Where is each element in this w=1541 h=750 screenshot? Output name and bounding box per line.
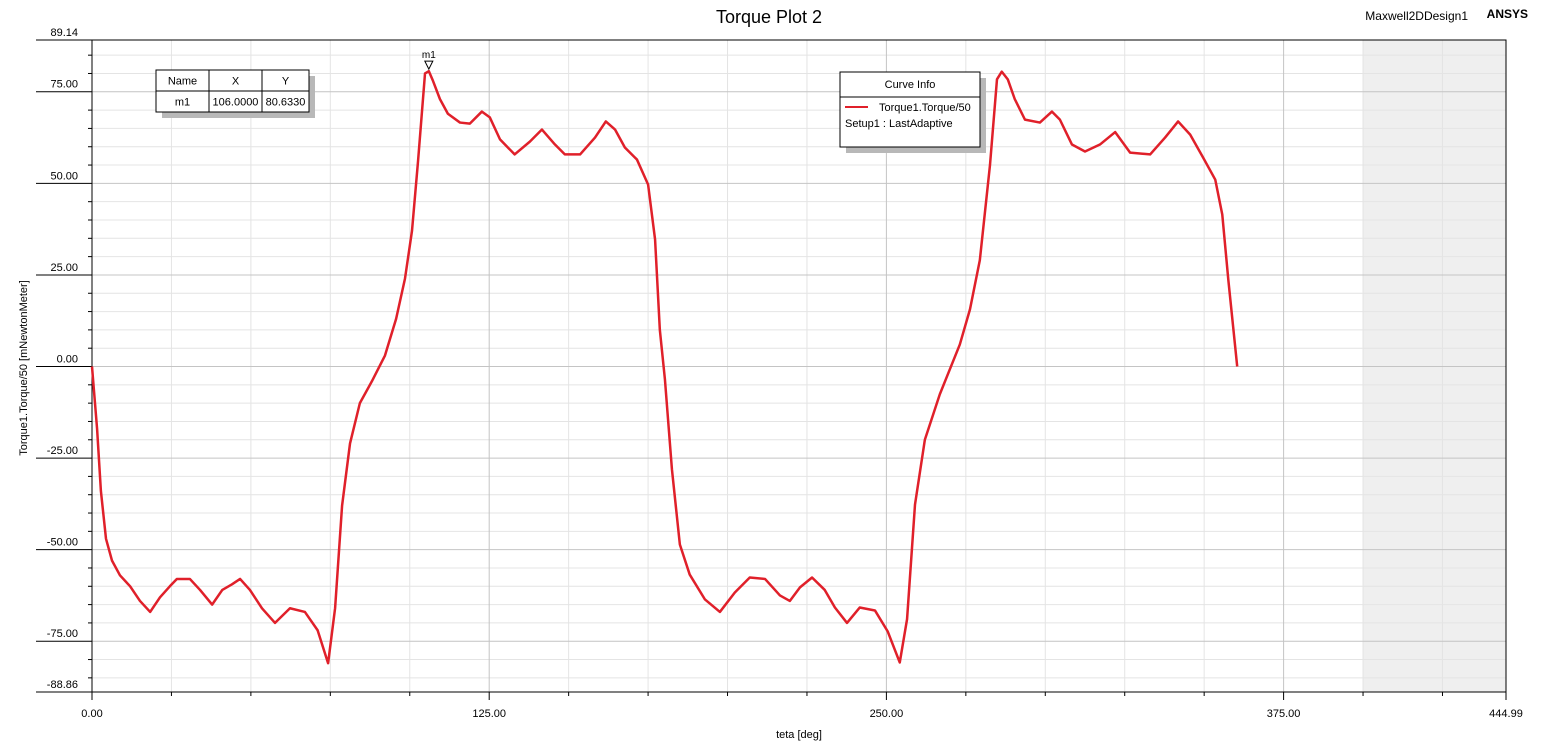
y-tick-label: 50.00 (50, 170, 78, 182)
y-tick-label: -88.86 (47, 679, 78, 691)
data-line (90, 69, 1239, 665)
brand: ANSYS (1487, 7, 1528, 21)
plot-frame (91, 39, 1507, 693)
x-tick-label: 0.00 (81, 708, 102, 720)
x-tick-label: 250.00 (870, 708, 904, 720)
design-name: Maxwell2DDesign1 (1365, 9, 1468, 23)
x-tick-label: 444.99 (1489, 708, 1523, 720)
y-axis-label: Torque1.Torque/50 [mNewtonMeter] (18, 280, 30, 455)
table-cell: 80.6330 (266, 96, 306, 108)
table-header: Y (282, 75, 290, 87)
x-tick-label: 125.00 (472, 708, 506, 720)
table-header: Name (168, 75, 197, 87)
table-cell: m1 (175, 96, 190, 108)
y-tick-label: 75.00 (50, 79, 78, 91)
y-tick-label: -75.00 (47, 628, 78, 640)
x-tick-label: 375.00 (1267, 708, 1301, 720)
y-tick-label: 25.00 (50, 262, 78, 274)
table-header: X (232, 75, 240, 87)
y-tick-label: 89.14 (50, 27, 78, 39)
legend-source: Setup1 : LastAdaptive (845, 118, 953, 130)
table-cell: 106.0000 (213, 96, 259, 108)
y-tick-label: 0.00 (57, 353, 78, 365)
legend-entry: Torque1.Torque/50 (879, 102, 971, 114)
marker-label: m1 (422, 50, 436, 61)
y-tick-label: -25.00 (47, 445, 78, 457)
legend (839, 71, 981, 148)
shaded-region (1363, 40, 1506, 692)
marker-triangle (424, 60, 434, 71)
x-axis-label: teta [deg] (776, 729, 822, 741)
chart-title: Torque Plot 2 (716, 7, 822, 27)
legend-title: Curve Info (885, 79, 936, 91)
y-tick-label: -50.00 (47, 537, 78, 549)
